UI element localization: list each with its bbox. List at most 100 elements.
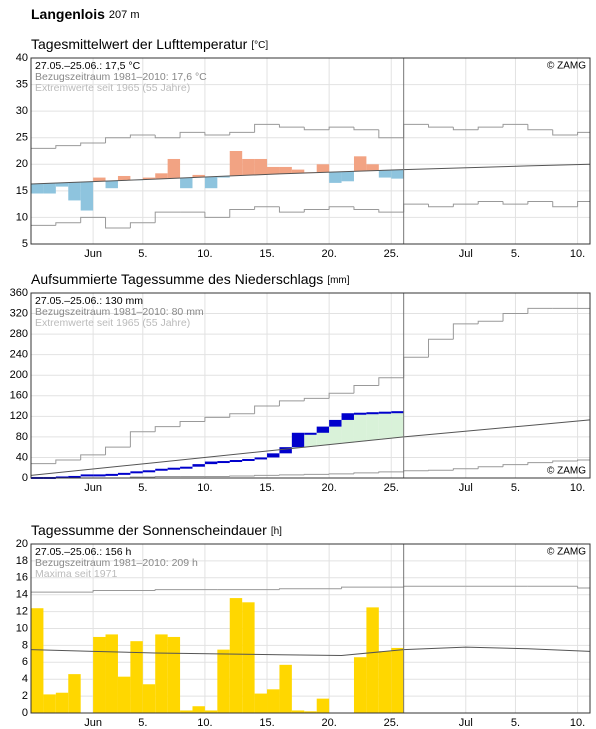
y-tick-label: 0: [22, 472, 28, 484]
extreme-step: [254, 474, 280, 476]
daily-step: [130, 471, 143, 474]
bar: [378, 170, 392, 178]
excess-area: [391, 411, 404, 438]
bar: [55, 692, 69, 713]
extreme-step: [552, 201, 578, 208]
title-text: Tagessumme der Sonnenscheindauer: [31, 522, 267, 538]
bar: [68, 182, 81, 201]
daily-step: [117, 472, 131, 475]
extreme-step: [577, 586, 590, 589]
x-tick-label: 15.: [259, 248, 274, 260]
elevation: 207 m: [109, 9, 140, 21]
info-line: 27.05.–25.06.: 156 h: [35, 546, 131, 558]
x-tick-label: Jul: [459, 248, 473, 260]
extreme-step: [278, 588, 342, 590]
bar: [105, 634, 118, 713]
y-tick-label: 10: [16, 622, 28, 634]
y-tick-label: 20: [16, 538, 28, 550]
bar: [180, 710, 193, 713]
extreme-step: [502, 464, 528, 467]
extreme-step: [577, 131, 590, 136]
y-tick-label: 40: [16, 451, 28, 463]
extreme-step: [328, 392, 354, 399]
extreme-step: [80, 454, 106, 461]
extreme-step: [452, 468, 479, 471]
extreme-step: [229, 413, 255, 418]
extreme-step: [278, 474, 305, 476]
x-tick-label: 5.: [511, 717, 520, 729]
bar: [142, 684, 156, 713]
x-tick-label: 15.: [259, 717, 274, 729]
bar: [142, 177, 156, 180]
plot-frame: [30, 292, 591, 479]
bar: [229, 151, 243, 176]
info-line: 27.05.–25.06.: 17,5 °C: [35, 60, 141, 72]
station: Langenlois: [31, 6, 105, 22]
daily-step: [80, 474, 94, 477]
extreme-step: [254, 123, 280, 133]
extreme-step: [527, 200, 553, 205]
y-tick-label: 35: [16, 78, 28, 90]
extreme-step: [229, 475, 255, 477]
bar: [55, 182, 69, 187]
daily-step: [291, 432, 305, 448]
x-tick-label: Jul: [459, 482, 473, 494]
y-tick-label: 15: [16, 185, 28, 197]
extreme-step: [154, 426, 181, 432]
extreme-step: [502, 123, 528, 128]
extreme-step: [229, 208, 255, 218]
daily-step: [353, 412, 367, 415]
extreme-step: [278, 400, 305, 407]
excess-area: [378, 411, 392, 439]
excess-area: [366, 412, 379, 441]
extreme-step: [154, 589, 218, 591]
info-line: Extremwerte seit 1965 (55 Jahre): [35, 82, 190, 94]
daily-step: [267, 453, 280, 458]
bar: [242, 158, 255, 176]
plot-frame: [30, 543, 591, 714]
bar: [204, 176, 218, 189]
extreme-step: [552, 460, 578, 463]
bar: [291, 169, 305, 174]
y-tick-label: 2: [22, 690, 28, 702]
extreme-step: [204, 212, 230, 218]
y-tick-label: 14: [16, 589, 28, 601]
info-line: Extremwerte seit 1965 (55 Jahre): [35, 317, 190, 329]
extreme-step: [502, 313, 528, 322]
extreme-step: [154, 211, 181, 223]
extreme-step: [552, 129, 578, 136]
bar: [304, 711, 317, 713]
extreme-step: [353, 127, 379, 131]
extreme-step: [105, 446, 131, 455]
daily-step: [341, 413, 354, 420]
extreme-step: [154, 135, 181, 139]
daily-step: [378, 411, 392, 414]
bar: [68, 674, 81, 713]
x-tick-label: 10.: [570, 717, 585, 729]
info-line: 27.05.–25.06.: 130 mm: [35, 295, 143, 307]
extreme-step: [527, 307, 553, 314]
extreme-step: [154, 475, 181, 477]
credit: © ZAMG: [547, 61, 586, 72]
header: Langenlois 207 m: [31, 6, 139, 22]
plot-frame: [30, 57, 591, 245]
extreme-step: [105, 217, 131, 229]
credit: © ZAMG: [547, 547, 586, 558]
daily-step: [155, 468, 168, 471]
daily-step: [279, 447, 292, 454]
extreme-step: [477, 126, 504, 130]
bar: [167, 158, 181, 179]
x-tick-label: 15.: [259, 482, 274, 494]
info-line: Bezugszeitraum 1981–2010: 209 h: [35, 557, 198, 569]
extreme-step: [105, 137, 131, 144]
x-tick-label: 10.: [197, 482, 212, 494]
daily-step: [204, 461, 218, 465]
x-tick-label: 25.: [384, 248, 399, 260]
y-tick-label: 240: [10, 349, 28, 361]
bar: [254, 693, 268, 713]
panel-title: Aufsummierte Tagessumme des Niederschlag…: [31, 271, 350, 287]
normal-line: [30, 163, 591, 185]
bar: [117, 676, 131, 713]
y-tick-label: 200: [10, 369, 28, 381]
